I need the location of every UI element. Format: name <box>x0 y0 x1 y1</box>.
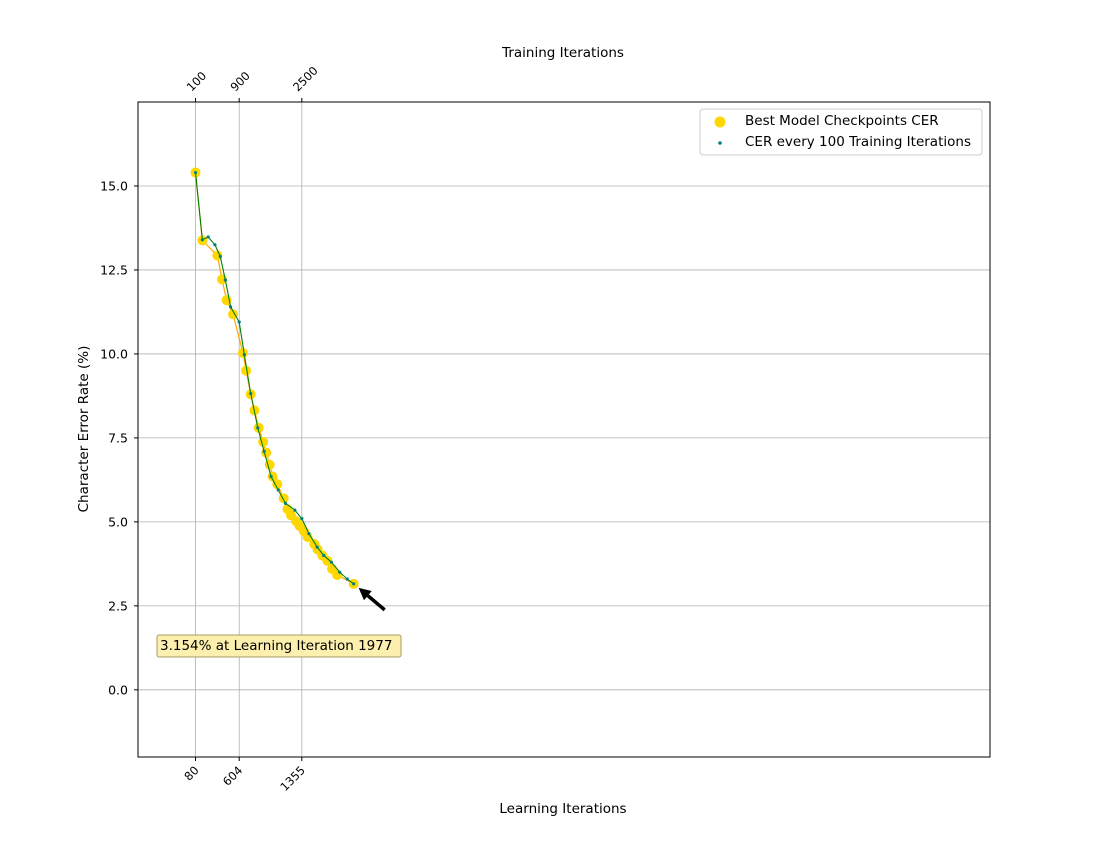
best-checkpoint-point <box>228 309 239 320</box>
y-tick-label: 12.5 <box>100 262 128 277</box>
every100-point <box>237 320 241 324</box>
legend-marker-best <box>714 116 726 128</box>
every100-point <box>218 254 222 259</box>
every100-point <box>269 474 273 479</box>
legend-box <box>699 108 983 156</box>
annotation-arrow <box>366 594 386 612</box>
annotation-box <box>156 634 402 658</box>
every100-point <box>200 238 204 242</box>
y-tick-label: 10.0 <box>100 346 128 361</box>
every100-point <box>193 170 198 175</box>
y-tick-label: 2.5 <box>108 598 128 613</box>
x-tick-label: 80 <box>181 763 201 783</box>
annotation: 3.154% at Learning Iteration 1977 <box>156 587 402 658</box>
best-checkpoint-point <box>261 447 272 458</box>
best-checkpoint-point <box>258 436 269 447</box>
x-tick-label: 604 <box>220 763 245 788</box>
best-checkpoint-point <box>278 493 289 504</box>
legend-label-best: Best Model Checkpoints CER <box>745 113 939 129</box>
every100-point <box>345 577 349 581</box>
every100-point <box>283 501 288 505</box>
every100-point <box>322 553 326 558</box>
best-checkpoint-point <box>264 459 275 470</box>
plot-background <box>138 102 990 757</box>
every100-point <box>206 235 210 239</box>
every100-point <box>352 582 356 586</box>
best-checkpoint-point <box>272 479 283 490</box>
x-axis-label: Learning Iterations <box>499 801 626 817</box>
every100-point <box>329 560 334 564</box>
every100-point <box>229 305 233 309</box>
legend-label-every100: CER every 100 Training Iterations <box>745 134 971 150</box>
every100-point <box>223 278 227 282</box>
every100-point <box>338 570 342 574</box>
every100-point <box>249 391 253 396</box>
every100-point <box>300 516 304 521</box>
legend: Best Model Checkpoints CER CER every 100… <box>699 108 983 156</box>
every100-point <box>242 352 246 357</box>
plot-frame <box>137 101 991 758</box>
every100-point <box>256 426 260 430</box>
top-tick-label: 2500 <box>290 64 321 95</box>
y-tick-label: 5.0 <box>108 514 128 529</box>
best-checkpoint-point <box>322 555 333 566</box>
top-x-axis-label: Training Iterations <box>501 45 624 61</box>
y-tick-label: 7.5 <box>108 430 128 445</box>
y-tick-label: 0.0 <box>108 682 128 697</box>
annotation-text: 3.154% at Learning Iteration 1977 <box>160 638 392 654</box>
top-tick-label: 900 <box>227 69 252 94</box>
every100-point <box>315 545 319 549</box>
every100-point <box>213 243 217 247</box>
every100-point <box>262 449 266 453</box>
every100-point <box>307 532 311 536</box>
x-tick-label: 1355 <box>277 763 308 794</box>
legend-marker-every100 <box>718 141 722 145</box>
every100-point <box>276 488 280 492</box>
top-tick-label: 100 <box>184 69 209 94</box>
series <box>190 167 359 589</box>
best-checkpoint-point <box>241 365 252 376</box>
y-tick-label: 15.0 <box>100 178 128 193</box>
annotation-arrow-head <box>358 587 372 601</box>
every100-line <box>194 172 355 585</box>
y-axis-label: Character Error Rate (%) <box>76 346 92 513</box>
every100-point <box>293 508 297 512</box>
